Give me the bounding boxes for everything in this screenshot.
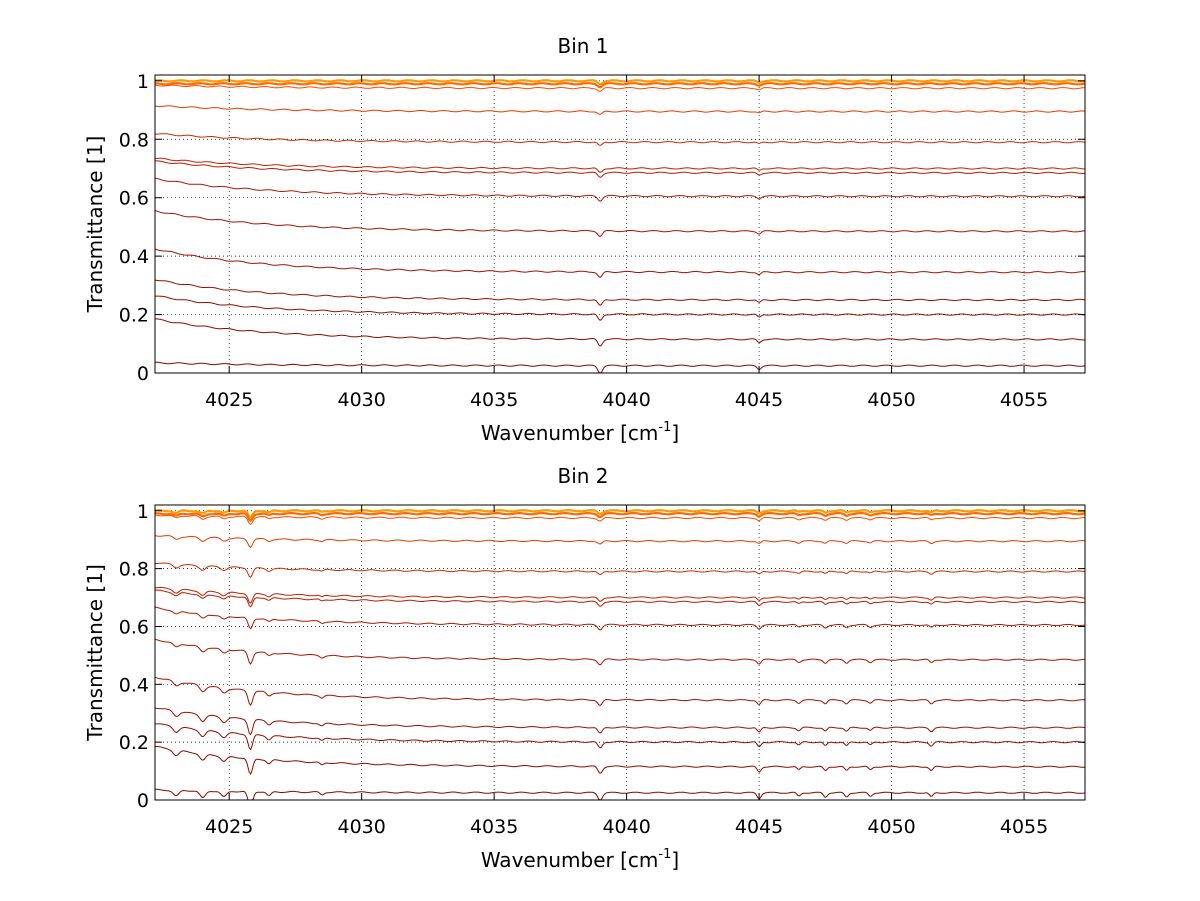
x-tick-label: 4045 <box>735 816 783 838</box>
y-tick-label: 0.2 <box>119 732 149 754</box>
x-tick-label: 4045 <box>735 389 783 411</box>
series-line <box>154 133 1086 146</box>
series-line <box>154 514 1086 526</box>
subplot-bin-1: 4025 4030 4035 4040 4045 4050 4055 0 0.2 0.4 0.6 0.… <box>83 34 1086 445</box>
series-line <box>154 723 1086 751</box>
series-line <box>155 160 1086 178</box>
y-tick-label: 0.6 <box>119 188 149 210</box>
y-tick-label: 0.8 <box>119 129 149 151</box>
series-line <box>154 84 1086 92</box>
series-line <box>154 295 1086 321</box>
x-tick-label: 4035 <box>470 816 518 838</box>
chart-title: Bin 2 <box>557 464 608 488</box>
y-axis-label: Transmittance [1] <box>83 136 107 314</box>
series-line <box>155 318 1086 347</box>
series-line <box>154 79 1086 86</box>
series-line <box>154 562 1086 578</box>
plot-area <box>155 505 1085 800</box>
series-line <box>154 157 1086 173</box>
x-tick-label: 4050 <box>867 389 915 411</box>
y-tick-label: 0.4 <box>119 674 149 696</box>
y-tick-label: 1 <box>137 71 149 93</box>
x-tick-label: 4055 <box>1000 389 1048 411</box>
series-line <box>154 745 1085 775</box>
series-line <box>154 279 1086 306</box>
y-tick-label: 0.2 <box>119 305 149 327</box>
y-tick-label: 0.4 <box>119 246 149 268</box>
y-tick-label: 0 <box>137 363 149 385</box>
series-line <box>154 248 1086 278</box>
x-axis-label: Wavenumber [cm-1] <box>481 847 679 872</box>
series-line <box>154 82 1086 89</box>
x-tick-label: 4025 <box>205 816 253 838</box>
x-tick-label: 4040 <box>602 816 650 838</box>
axes-box <box>154 74 1086 374</box>
series-line <box>154 105 1086 115</box>
y-tick-label: 0 <box>137 790 149 812</box>
plot-area <box>155 75 1085 373</box>
series-line <box>155 788 1086 801</box>
x-tick-label: 4030 <box>337 816 385 838</box>
x-axis-label: Wavenumber [cm-1] <box>481 420 679 445</box>
series-line <box>154 535 1086 548</box>
axes-box <box>154 504 1086 801</box>
y-tick-label: 1 <box>137 501 149 523</box>
series-line <box>154 589 1086 608</box>
series-line <box>154 638 1086 666</box>
x-tick-label: 4050 <box>867 816 915 838</box>
series-line <box>154 707 1086 736</box>
y-tick-label: 0.6 <box>119 616 149 638</box>
series-line <box>154 676 1086 706</box>
y-tick-label: 0.8 <box>119 559 149 581</box>
series-line <box>154 606 1086 631</box>
chart-title: Bin 1 <box>557 34 608 58</box>
series-line <box>155 587 1086 604</box>
series-line <box>154 509 1086 519</box>
x-tick-label: 4035 <box>470 389 518 411</box>
x-tick-label: 4055 <box>1000 816 1048 838</box>
series-line <box>154 511 1086 523</box>
subplot-bin-2: 4025 4030 4035 4040 4045 4050 4055 0 0.2 0.4 0.6 0.… <box>83 464 1086 872</box>
series-line <box>154 177 1086 202</box>
series-line <box>154 210 1086 238</box>
x-tick-label: 4025 <box>205 389 253 411</box>
x-tick-label: 4030 <box>337 389 385 411</box>
y-axis-label: Transmittance [1] <box>83 564 107 742</box>
x-tick-label: 4040 <box>602 389 650 411</box>
series-line <box>155 361 1086 374</box>
